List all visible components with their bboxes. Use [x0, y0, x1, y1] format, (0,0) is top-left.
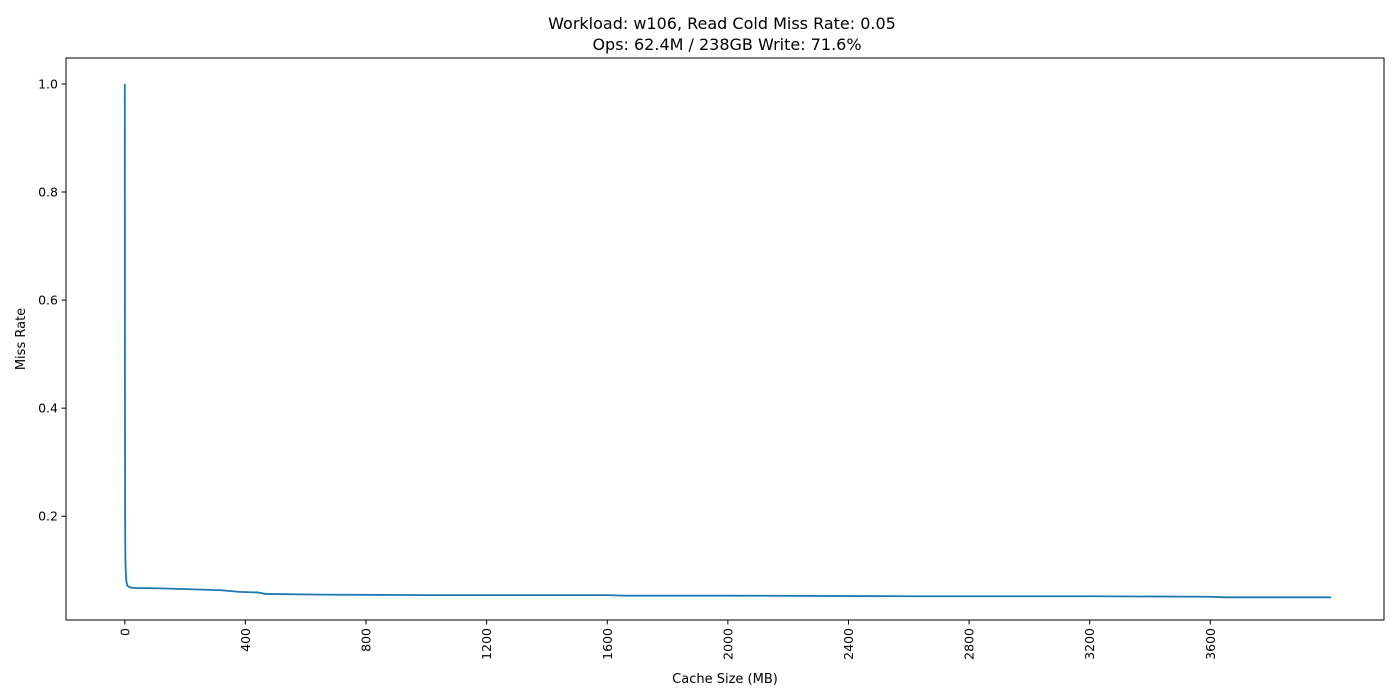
y-tick-label: 0.6 — [38, 293, 58, 308]
y-tick-label: 0.8 — [38, 185, 58, 200]
x-tick-label: 3200 — [1082, 628, 1097, 660]
plot-area — [123, 83, 1331, 599]
axes-frame — [65, 57, 1385, 621]
x-axis: 0 400 800 1200 1600 2000 2400 2800 3200 3600 — [117, 620, 1218, 660]
x-tick-label: 2400 — [841, 628, 856, 660]
y-tick-label: 0.2 — [38, 509, 58, 524]
y-tick-label: 0.4 — [38, 401, 58, 416]
y-axis: 0.2 0.4 0.6 0.8 1.0 — [38, 76, 66, 524]
x-tick-label: 2800 — [962, 628, 977, 660]
x-tick-label: 0 — [117, 628, 132, 636]
x-axis-label: Cache Size (MB) — [672, 672, 778, 687]
x-tick-label: 800 — [359, 628, 374, 652]
y-axis-label: Miss Rate — [14, 308, 29, 370]
chart-subtitle: Ops: 62.4M / 238GB Write: 71.6% — [592, 35, 861, 54]
x-tick-label: 1600 — [600, 628, 615, 660]
chart-title: Workload: w106, Read Cold Miss Rate: 0.0… — [548, 14, 896, 33]
x-tick-label: 1200 — [479, 628, 494, 660]
x-tick-label: 2000 — [720, 628, 735, 660]
series-line-0 — [123, 83, 1331, 599]
x-tick-label: 3600 — [1203, 628, 1218, 660]
x-tick-label: 400 — [238, 628, 253, 652]
y-tick-label: 1.0 — [38, 76, 58, 91]
